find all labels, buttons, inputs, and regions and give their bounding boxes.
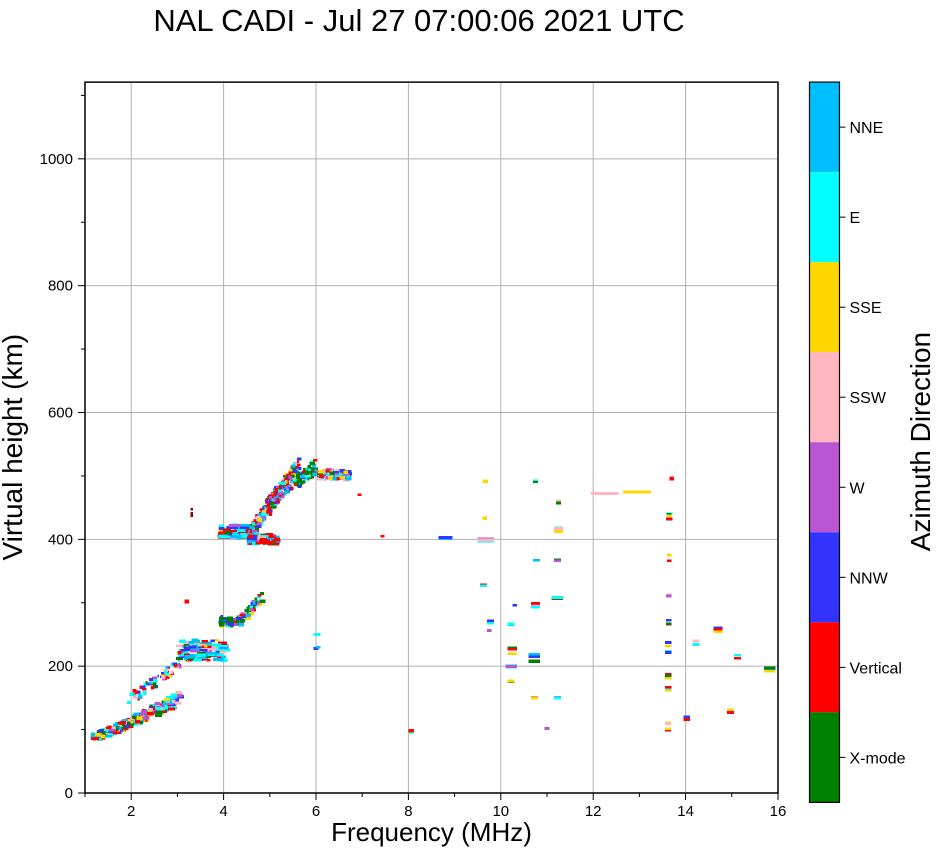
svg-text:SSW: SSW — [850, 390, 887, 407]
svg-text:200: 200 — [48, 658, 73, 675]
svg-text:X-mode: X-mode — [850, 750, 906, 767]
svg-text:14: 14 — [677, 803, 694, 820]
svg-text:12: 12 — [585, 803, 602, 820]
svg-text:W: W — [850, 480, 866, 497]
svg-text:600: 600 — [48, 405, 73, 422]
svg-text:0: 0 — [65, 785, 73, 802]
svg-text:2: 2 — [127, 803, 135, 820]
svg-text:400: 400 — [48, 531, 73, 548]
svg-text:Vertical: Vertical — [850, 660, 902, 677]
svg-text:Frequency (MHz): Frequency (MHz) — [331, 817, 532, 847]
svg-text:SSE: SSE — [850, 300, 882, 317]
svg-text:NNW: NNW — [850, 570, 889, 587]
svg-text:Virtual height (km): Virtual height (km) — [0, 334, 28, 561]
svg-text:800: 800 — [48, 278, 73, 295]
svg-text:6: 6 — [312, 803, 320, 820]
svg-text:4: 4 — [219, 803, 227, 820]
svg-text:1000: 1000 — [40, 151, 73, 168]
svg-text:16: 16 — [770, 803, 787, 820]
svg-text:Azimuth Direction: Azimuth Direction — [905, 332, 936, 551]
svg-text:NNE: NNE — [850, 120, 884, 137]
svg-text:E: E — [850, 210, 861, 227]
svg-text:NAL CADI - Jul 27 07:00:06 202: NAL CADI - Jul 27 07:00:06 2021 UTC — [153, 3, 684, 38]
